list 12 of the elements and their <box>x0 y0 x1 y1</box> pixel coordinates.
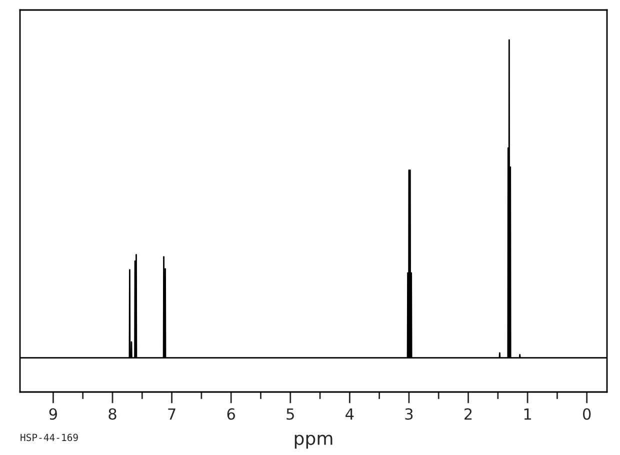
x-tick-label: 8 <box>108 408 116 420</box>
x-tick-label: 2 <box>464 408 472 420</box>
x-tick-label: 9 <box>49 408 57 420</box>
x-tick-label: 5 <box>286 408 294 420</box>
text: HSP-44-169 <box>20 434 78 442</box>
x-tick-label: 4 <box>346 408 354 420</box>
x-tick-label: 3 <box>405 408 413 420</box>
x-axis-title: ppm <box>294 434 332 449</box>
x-tick-label: 0 <box>582 408 591 420</box>
x-tick-label: 7 <box>168 408 176 420</box>
x-tick-label: 1 <box>524 408 531 420</box>
x-tick-label: 6 <box>227 408 235 420</box>
